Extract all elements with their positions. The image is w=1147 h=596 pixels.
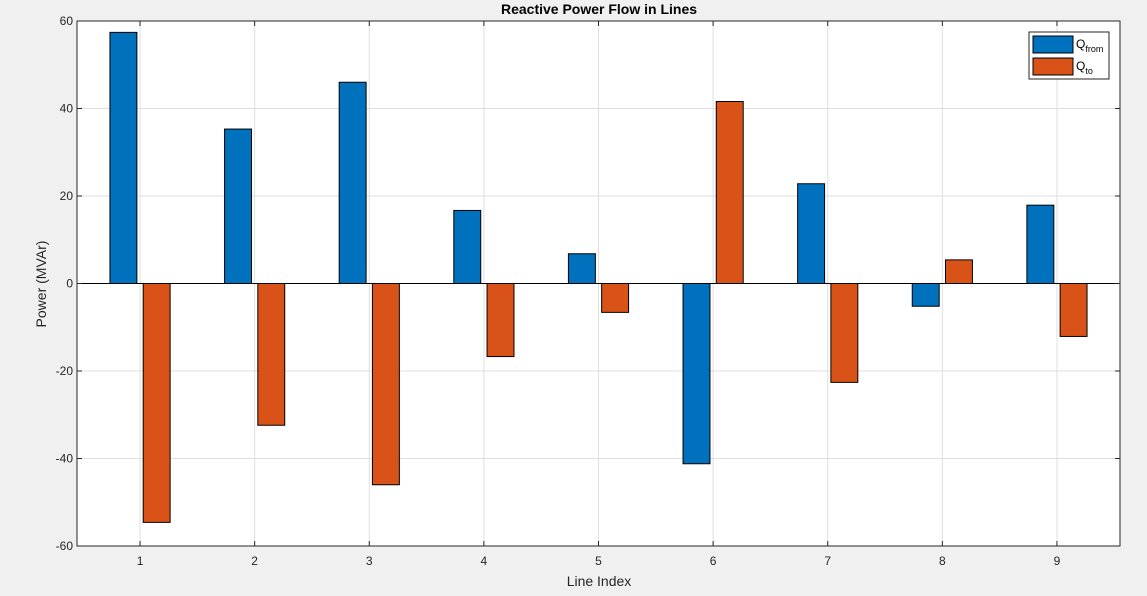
bar-qto-line-3 [371,283,400,486]
y-axis-label: Power (MVAr) [33,241,49,328]
chart-title: Reactive Power Flow in Lines [501,1,697,17]
bars-group [109,31,1088,523]
legend-swatch-qfrom [1032,35,1074,54]
bar-qto-line-4 [486,283,515,358]
x-tick-label: 7 [824,554,831,568]
y-tick-label: -60 [56,539,74,553]
bar-qto-line-1 [142,283,171,523]
bar-qfrom-line-1 [109,31,138,284]
x-axis-ticks: 1 2 3 4 5 6 7 8 9 [137,21,1061,568]
legend-label-qfrom: Qfrom [1076,37,1103,54]
bar-qfrom-line-9 [1026,204,1055,284]
x-tick-label: 6 [710,554,717,568]
bar-qfrom-line-7 [797,183,826,284]
bar-qto-line-6 [715,101,744,284]
bar-qfrom-line-4 [453,209,482,284]
bar-qfrom-line-5 [567,253,596,284]
x-tick-label: 1 [137,554,144,568]
bar-qfrom-line-6 [682,283,711,465]
x-tick-label: 8 [939,554,946,568]
x-tick-label: 4 [481,554,488,568]
x-tick-label: 2 [251,554,258,568]
y-tick-label: 0 [66,277,73,291]
x-tick-label: 5 [595,554,602,568]
legend-swatch-qto [1032,57,1074,76]
y-axis-ticks: -60 -40 -20 0 20 40 60 [56,14,1120,553]
x-tick-label: 9 [1054,554,1061,568]
y-tick-label: -40 [56,452,74,466]
y-tick-label: 20 [60,189,74,203]
x-tick-label: 3 [366,554,373,568]
bar-qto-line-8 [944,259,973,284]
bar-qto-line-7 [830,283,859,383]
legend[interactable]: Qfrom Qto [1028,31,1110,80]
bar-qto-line-5 [601,283,630,313]
y-tick-label: 60 [60,14,74,28]
y-tick-label: -20 [56,364,74,378]
legend-label-qto: Qto [1076,59,1093,76]
x-axis-label: Line Index [567,573,632,589]
bar-qfrom-line-3 [338,81,367,284]
bar-qto-line-2 [257,283,286,426]
bar-qfrom-line-2 [224,128,253,284]
bar-qto-line-9 [1059,283,1088,337]
y-tick-label: 40 [60,102,74,116]
bar-qfrom-line-8 [911,283,940,307]
